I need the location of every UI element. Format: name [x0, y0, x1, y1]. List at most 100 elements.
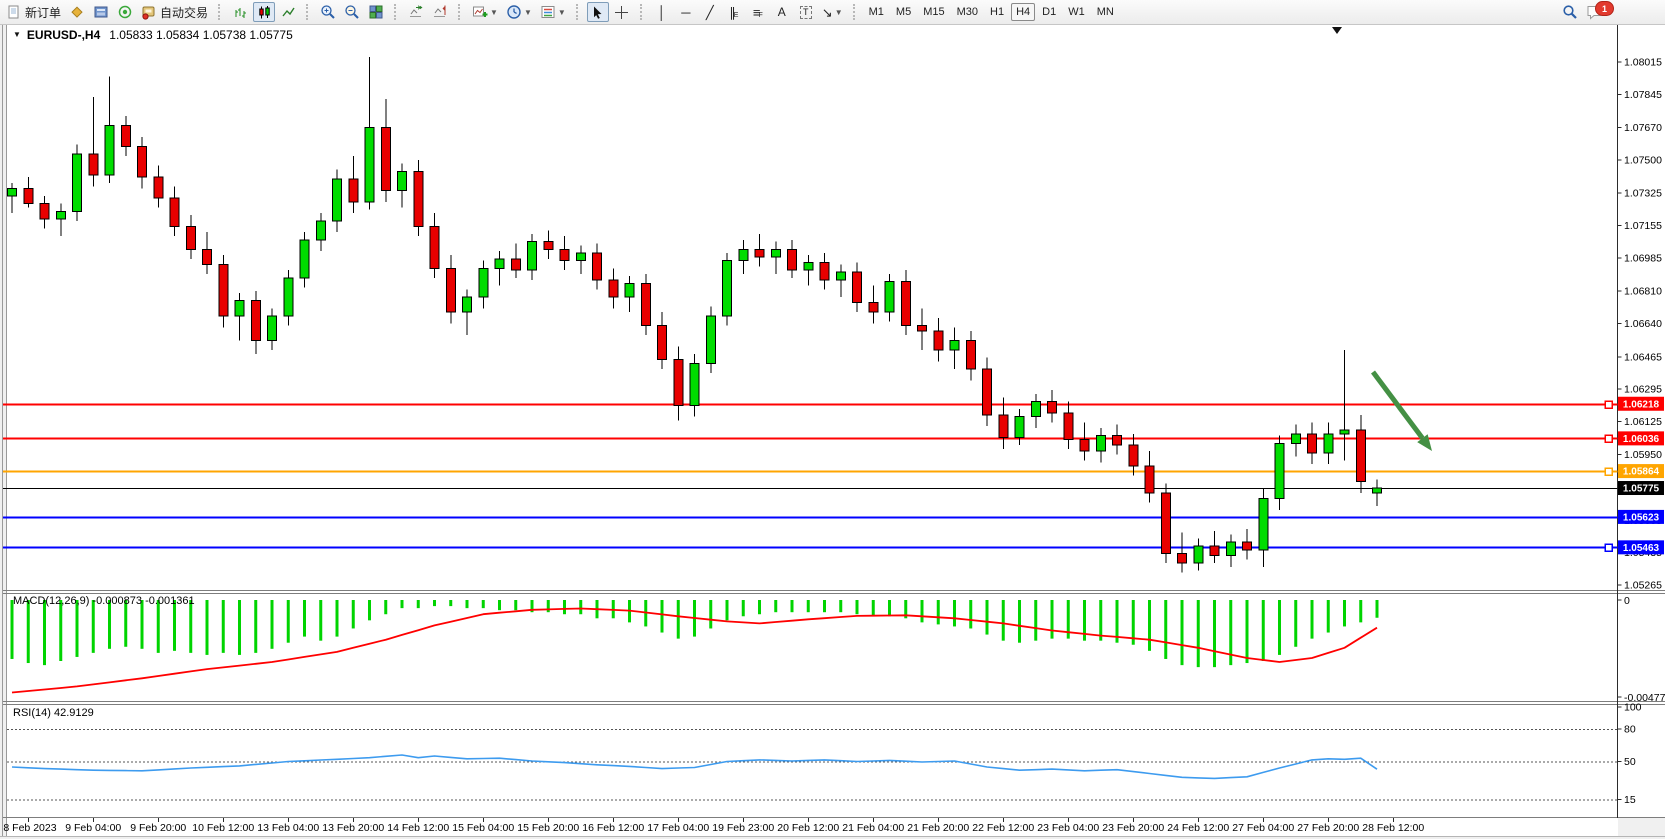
candle-down — [137, 146, 147, 178]
text-label-icon: T — [800, 5, 812, 19]
timeframe-d1[interactable]: D1 — [1037, 3, 1061, 21]
candle-up — [1323, 433, 1334, 454]
candle-up — [397, 170, 407, 191]
price-line-handle[interactable] — [1604, 467, 1613, 476]
price-line-badge — [1618, 431, 1664, 446]
candle-up — [835, 271, 846, 281]
tile-windows-icon — [368, 4, 384, 20]
toolbar: 新订单 自动交易 ▼ ▼ ▼ — [0, 0, 1665, 25]
line-chart-button[interactable] — [277, 2, 299, 22]
crosshair-button[interactable] — [611, 2, 633, 22]
price-line-handle[interactable] — [1604, 543, 1613, 552]
ohlc-values: 1.05833 1.05834 1.05738 1.05775 — [109, 28, 293, 42]
candle-down — [900, 281, 911, 326]
indicators-button[interactable]: ▼ — [469, 2, 501, 22]
periods-button[interactable]: ▼ — [503, 2, 535, 22]
sound-alerts-button[interactable] — [114, 2, 136, 22]
chevron-down-icon: ▼ — [557, 7, 566, 17]
candle-down — [88, 153, 99, 176]
auto-trading-icon — [141, 5, 156, 20]
candlestick-chart-button[interactable] — [253, 2, 276, 22]
timeframe-m5[interactable]: M5 — [891, 3, 916, 21]
auto-scroll-button[interactable] — [405, 2, 427, 22]
price-line-handle[interactable] — [1604, 434, 1613, 443]
timeframe-h4[interactable]: H4 — [1011, 3, 1036, 21]
candle-down — [169, 197, 180, 228]
candle-up — [770, 248, 781, 258]
indicators-icon — [472, 4, 488, 20]
auto-trading-button[interactable]: 自动交易 — [138, 2, 211, 22]
macd-label: MACD(12,26,9) -0.000873 -0.001361 — [13, 595, 195, 607]
bar-chart-icon — [233, 5, 248, 20]
price-tick-label: 1.05265 — [1624, 580, 1662, 592]
search-button[interactable] — [1559, 2, 1581, 22]
price-tick-label: 1.06640 — [1624, 318, 1662, 330]
tile-windows-button[interactable] — [365, 2, 387, 22]
candle-up — [624, 283, 635, 298]
bar-chart-button[interactable] — [229, 2, 251, 22]
arrows-tool[interactable]: ↘ ▼ — [819, 2, 846, 22]
candle-down — [185, 226, 196, 250]
cursor-button[interactable] — [586, 2, 609, 22]
date-tick-label: 27 Feb 20:00 — [1297, 822, 1359, 834]
candle-up — [1030, 400, 1041, 418]
timeframe-m1[interactable]: M1 — [864, 3, 889, 21]
candle-down — [1112, 435, 1122, 446]
chart-shift-button[interactable] — [429, 2, 451, 22]
down-arrow-annotation[interactable] — [1370, 370, 1432, 451]
price-tick-label: 1.06295 — [1624, 384, 1662, 396]
candle-up — [494, 258, 505, 269]
candle-up — [72, 153, 82, 212]
templates-button[interactable]: ▼ — [537, 2, 569, 22]
zoom-out-button[interactable] — [341, 2, 363, 22]
data-window-button[interactable] — [90, 2, 112, 22]
new-order-button[interactable]: 新订单 — [4, 2, 64, 22]
toolbar-group-cursor — [573, 0, 637, 24]
price-line-badge — [1618, 540, 1664, 555]
price-line-handle[interactable] — [1604, 400, 1613, 409]
zoom-in-icon — [320, 4, 336, 20]
timeframe-h1[interactable]: H1 — [985, 3, 1009, 21]
horizontal-line-tool[interactable]: ─ — [675, 2, 697, 22]
candle-up — [234, 300, 245, 317]
price-tick-label: 1.07500 — [1624, 154, 1662, 166]
candle-down — [819, 262, 830, 281]
macd-axis-label: 0 — [1624, 595, 1630, 607]
timeframe-m15[interactable]: M15 — [918, 3, 949, 21]
market-watch-button[interactable] — [66, 2, 88, 22]
arrow-objects-icon: ↘ — [821, 4, 833, 20]
price-tick-label: 1.05950 — [1624, 449, 1662, 461]
candle-down — [1209, 545, 1220, 557]
timeframe-mn[interactable]: MN — [1092, 3, 1119, 21]
candle-up — [364, 127, 375, 203]
line-chart-icon — [281, 5, 296, 20]
date-tick-label: 24 Feb 12:00 — [1167, 822, 1229, 834]
candle-down — [917, 324, 927, 332]
equidistant-channel-tool[interactable]: ∥ E — [723, 2, 745, 22]
candle-up — [1014, 416, 1025, 439]
macd-signal-line — [11, 607, 1378, 694]
fibonacci-tool[interactable]: ≡ F — [747, 2, 769, 22]
date-tick-label: 17 Feb 04:00 — [647, 822, 709, 834]
zoom-in-button[interactable] — [317, 2, 339, 22]
trendline-tool[interactable]: ╱ — [699, 2, 721, 22]
text-tool-icon: A — [777, 5, 786, 19]
vertical-line-tool[interactable]: │ — [651, 2, 673, 22]
text-tool[interactable]: A — [771, 2, 793, 22]
date-tick-label: 20 Feb 12:00 — [777, 822, 839, 834]
date-tick-label: 21 Feb 20:00 — [907, 822, 969, 834]
candle-down — [673, 359, 684, 406]
text-label-tool[interactable]: T — [795, 2, 817, 22]
date-tick-label: 22 Feb 12:00 — [972, 822, 1034, 834]
price-line-badge-label: 1.06036 — [1623, 434, 1660, 445]
timeframe-w1[interactable]: W1 — [1063, 3, 1090, 21]
candle-down — [348, 178, 359, 203]
candle-down — [218, 264, 229, 317]
chevron-down-icon: ▼ — [523, 7, 532, 17]
macd-axis-label: -0.00477 — [1624, 692, 1665, 704]
timeframe-m30[interactable]: M30 — [952, 3, 983, 21]
notifications-button[interactable]: 1 — [1583, 1, 1614, 22]
candle-down — [1177, 553, 1187, 564]
